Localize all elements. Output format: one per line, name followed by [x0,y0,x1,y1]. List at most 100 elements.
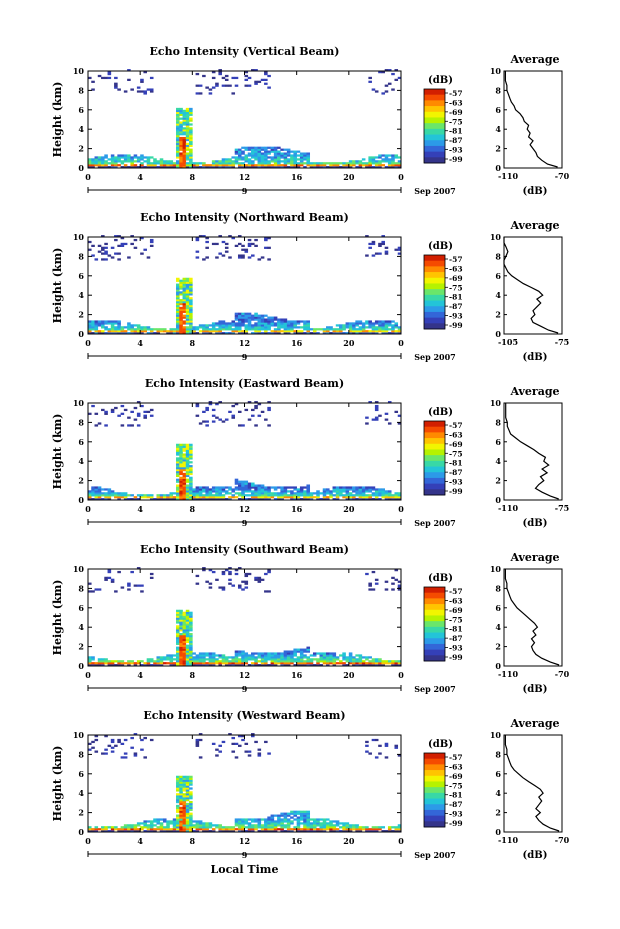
heatmap-cell [179,486,183,489]
heatmap-cell [257,496,262,499]
heatmap-cell [237,256,242,259]
heatmap-cell [247,324,252,327]
heatmap-cell [202,74,206,78]
heatmap-cell [189,822,193,825]
x-tick-label: 16 [291,670,303,680]
heatmap-cell [130,160,134,163]
heatmap-cell [185,797,190,800]
heatmap-cell [277,824,281,827]
heatmap-cell [179,625,183,628]
heatmap-cell [185,494,190,497]
heatmap-cell [251,146,255,149]
heatmap-cell [290,498,294,501]
heatmap-cell [365,164,369,167]
heatmap-cell [260,328,265,331]
heatmap-cell [169,166,174,169]
heatmap-cell [381,240,385,244]
heatmap-cell [136,498,141,501]
heatmap-cell [179,478,183,481]
heatmap-cell [234,478,239,481]
y-tick-label: 8 [78,417,84,427]
heatmap-cell [185,308,190,312]
heatmap-cell [162,658,167,661]
heatmap-cell [270,164,275,167]
heatmap-cell [306,816,311,819]
heatmap-cell [189,830,193,833]
heatmap-cell [88,324,92,327]
heatmap-cell [159,818,164,821]
heatmap-cell [120,586,125,589]
heatmap-cell [185,648,190,651]
heatmap-cell [309,654,314,657]
heatmap-cell [335,658,340,661]
heatmap-cell [185,136,190,140]
heatmap-cell [384,322,389,325]
heatmap-cell [391,166,395,169]
heatmap-cell [361,660,366,663]
heatmap-cell [185,617,190,620]
heatmap-cell [270,332,275,335]
heatmap-cell [397,494,402,497]
y-tick-label: 2 [78,310,84,320]
heatmap-cell [117,258,121,261]
heatmap-cell [94,738,99,742]
heatmap-cell [397,754,402,757]
heatmap-cell [182,810,187,813]
heatmap-cell [237,818,242,821]
heatmap-cell [189,312,193,315]
heatmap-cell [120,412,125,415]
heatmap-cell [264,156,268,159]
heatmap-cell [182,461,187,464]
heatmap-cell [280,492,284,495]
heatmap-cell [153,818,157,821]
heatmap-cell [211,654,216,657]
heatmap-cell [267,818,271,821]
heatmap-cell [231,156,236,159]
heatmap-cell [365,658,369,661]
heatmap-cell [205,424,209,427]
heatmap-cell [192,326,196,329]
heatmap-cell [179,656,183,659]
colorbar-segment [424,626,445,633]
heatmap-cell [339,486,343,489]
heatmap-cell [264,418,268,421]
heatmap-cell [179,797,183,800]
heatmap-cell [257,820,262,823]
heatmap-cell [237,584,242,587]
heatmap-cell [348,328,353,331]
heatmap-cell [172,328,177,331]
colorbar-segment [424,770,445,777]
heatmap-cell [182,146,187,149]
heatmap-cell [365,416,369,419]
heatmap-cell [179,800,183,804]
colorbar-segment [424,260,445,267]
heatmap-cell [241,494,245,497]
heatmap-cell [316,652,320,655]
heatmap-cell [306,160,311,163]
heatmap-cell [182,820,187,823]
heatmap-cell [296,494,301,497]
colorbar-segment [424,140,445,147]
heatmap-cell [316,332,320,335]
heatmap-cell [185,283,190,286]
heatmap-cell [303,328,307,331]
heatmap-cell [264,320,268,323]
heatmap-cell [218,490,222,493]
heatmap-cell [185,461,190,464]
heatmap-cell [162,830,167,833]
heatmap-cell [179,164,183,167]
heatmap-cell [251,830,255,833]
heatmap-cell [189,465,193,468]
y-tick-label: 4 [78,124,84,134]
colorbar-segment [424,300,445,307]
heatmap-cell [381,164,385,167]
heatmap-cell [97,320,102,323]
heatmap-cell [280,318,284,321]
heatmap-cell [176,154,180,157]
heatmap-cell [296,330,301,333]
heatmap-cell [231,237,236,240]
heatmap-cell [303,664,307,667]
heatmap-cell [264,654,268,657]
heatmap-cell [244,482,249,485]
